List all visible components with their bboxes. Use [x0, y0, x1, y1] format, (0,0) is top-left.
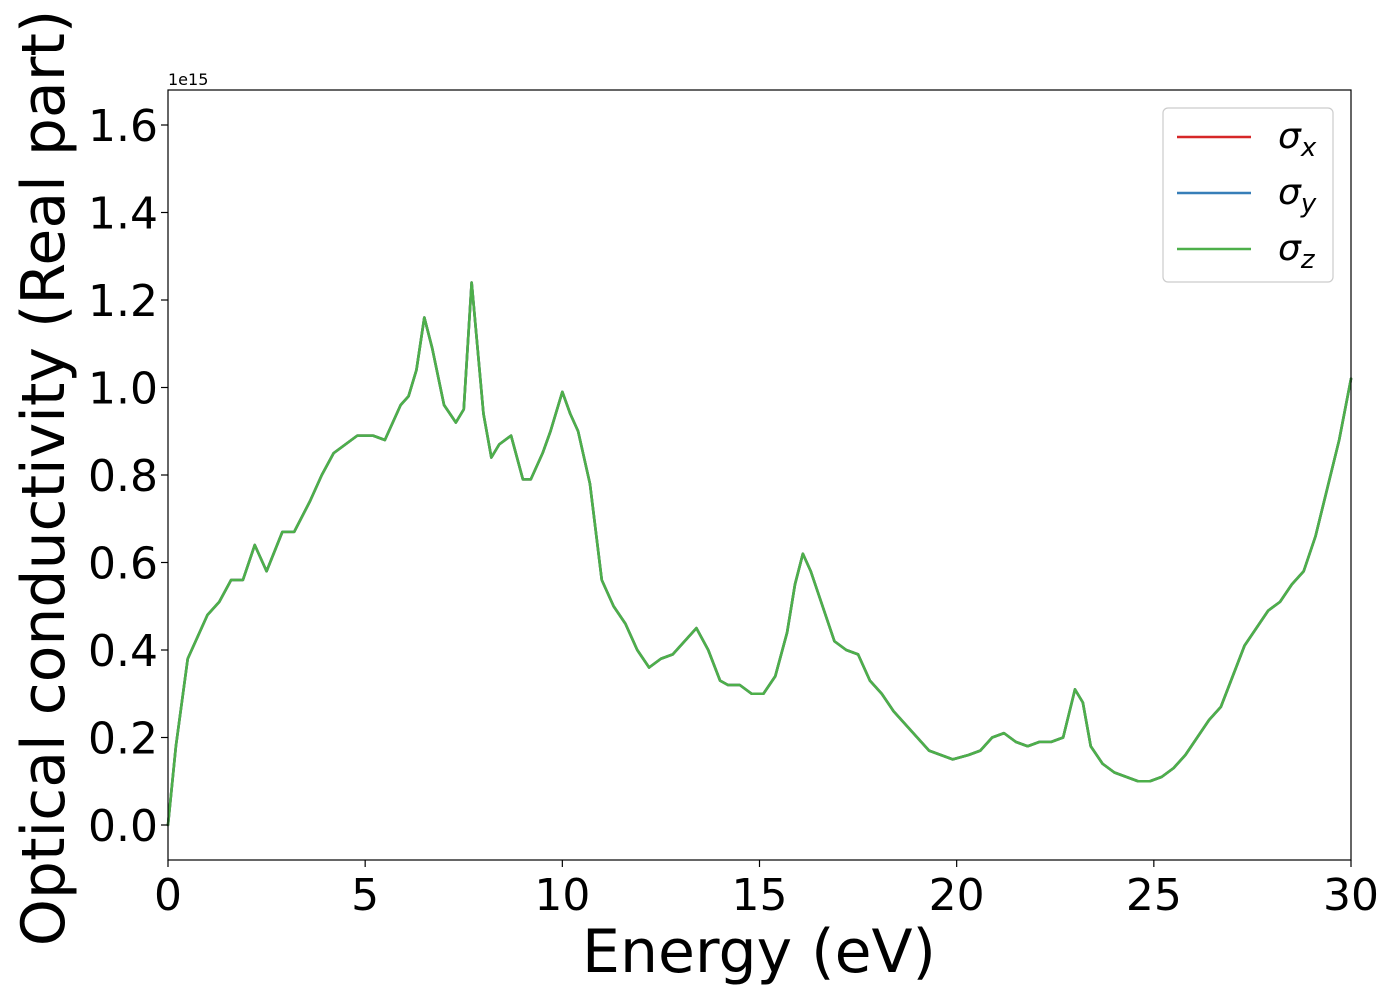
y-tick-label: 1.4	[88, 189, 158, 240]
x-axis: 0 5 10 15 20 25 30	[154, 860, 1379, 921]
y-tick-label: 1.6	[88, 101, 158, 152]
series-line-sigma-z	[166, 281, 1353, 827]
x-tick-label: 30	[1323, 870, 1379, 921]
y-axis-title: Optical conductivity (Real part)	[9, 10, 79, 947]
legend-label-z: σz	[1278, 228, 1316, 275]
x-tick-label: 5	[351, 870, 379, 921]
legend: σx σy σz	[1162, 107, 1334, 283]
y-tick-label: 0.2	[88, 714, 158, 765]
y-tick-label: 0.4	[88, 626, 158, 677]
series-layer	[166, 281, 1353, 827]
legend-label-x: σx	[1278, 116, 1317, 163]
x-axis-title: Energy (eV)	[582, 917, 936, 987]
x-tick-label: 0	[154, 870, 182, 921]
legend-label-y: σy	[1278, 172, 1317, 219]
x-tick-label: 20	[929, 870, 985, 921]
legend-box	[1162, 107, 1334, 283]
y-tick-label: 0.0	[88, 801, 158, 852]
y-offset-text: 1e15	[168, 70, 208, 89]
x-tick-label: 10	[534, 870, 590, 921]
x-tick-label: 25	[1126, 870, 1182, 921]
y-tick-label: 0.6	[88, 539, 158, 590]
y-tick-label: 1.2	[88, 276, 158, 327]
y-tick-label: 0.8	[88, 451, 158, 502]
y-axis: 0.0 0.2 0.4 0.6 0.8 1.0 1.2 1.4 1.6	[88, 101, 168, 852]
y-tick-label: 1.0	[88, 364, 158, 415]
x-tick-label: 15	[732, 870, 788, 921]
